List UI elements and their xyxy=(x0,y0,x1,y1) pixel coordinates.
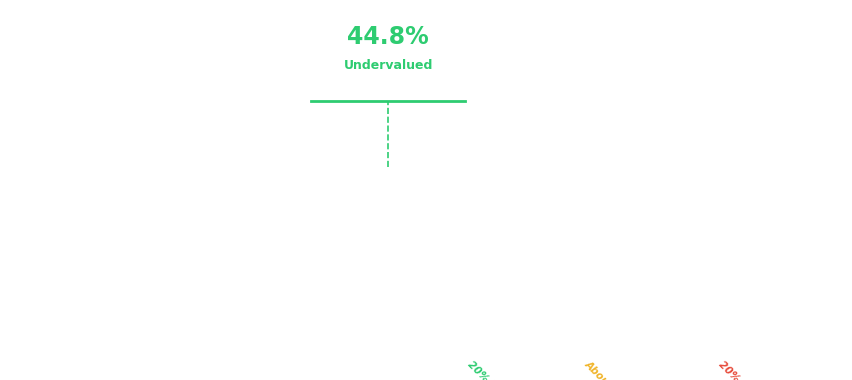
Text: 20% Overvalued: 20% Overvalued xyxy=(716,359,790,380)
Text: kr265.93: kr265.93 xyxy=(310,318,400,336)
Text: Undervalued: Undervalued xyxy=(343,59,432,72)
Text: About Right: About Right xyxy=(582,359,638,380)
Text: kr146.90: kr146.90 xyxy=(155,213,245,231)
Text: 44.8%: 44.8% xyxy=(347,25,429,49)
Text: 20% Undervalued: 20% Undervalued xyxy=(465,359,544,380)
Text: Current Price: Current Price xyxy=(154,195,247,208)
Text: Fair Value: Fair Value xyxy=(320,299,389,312)
